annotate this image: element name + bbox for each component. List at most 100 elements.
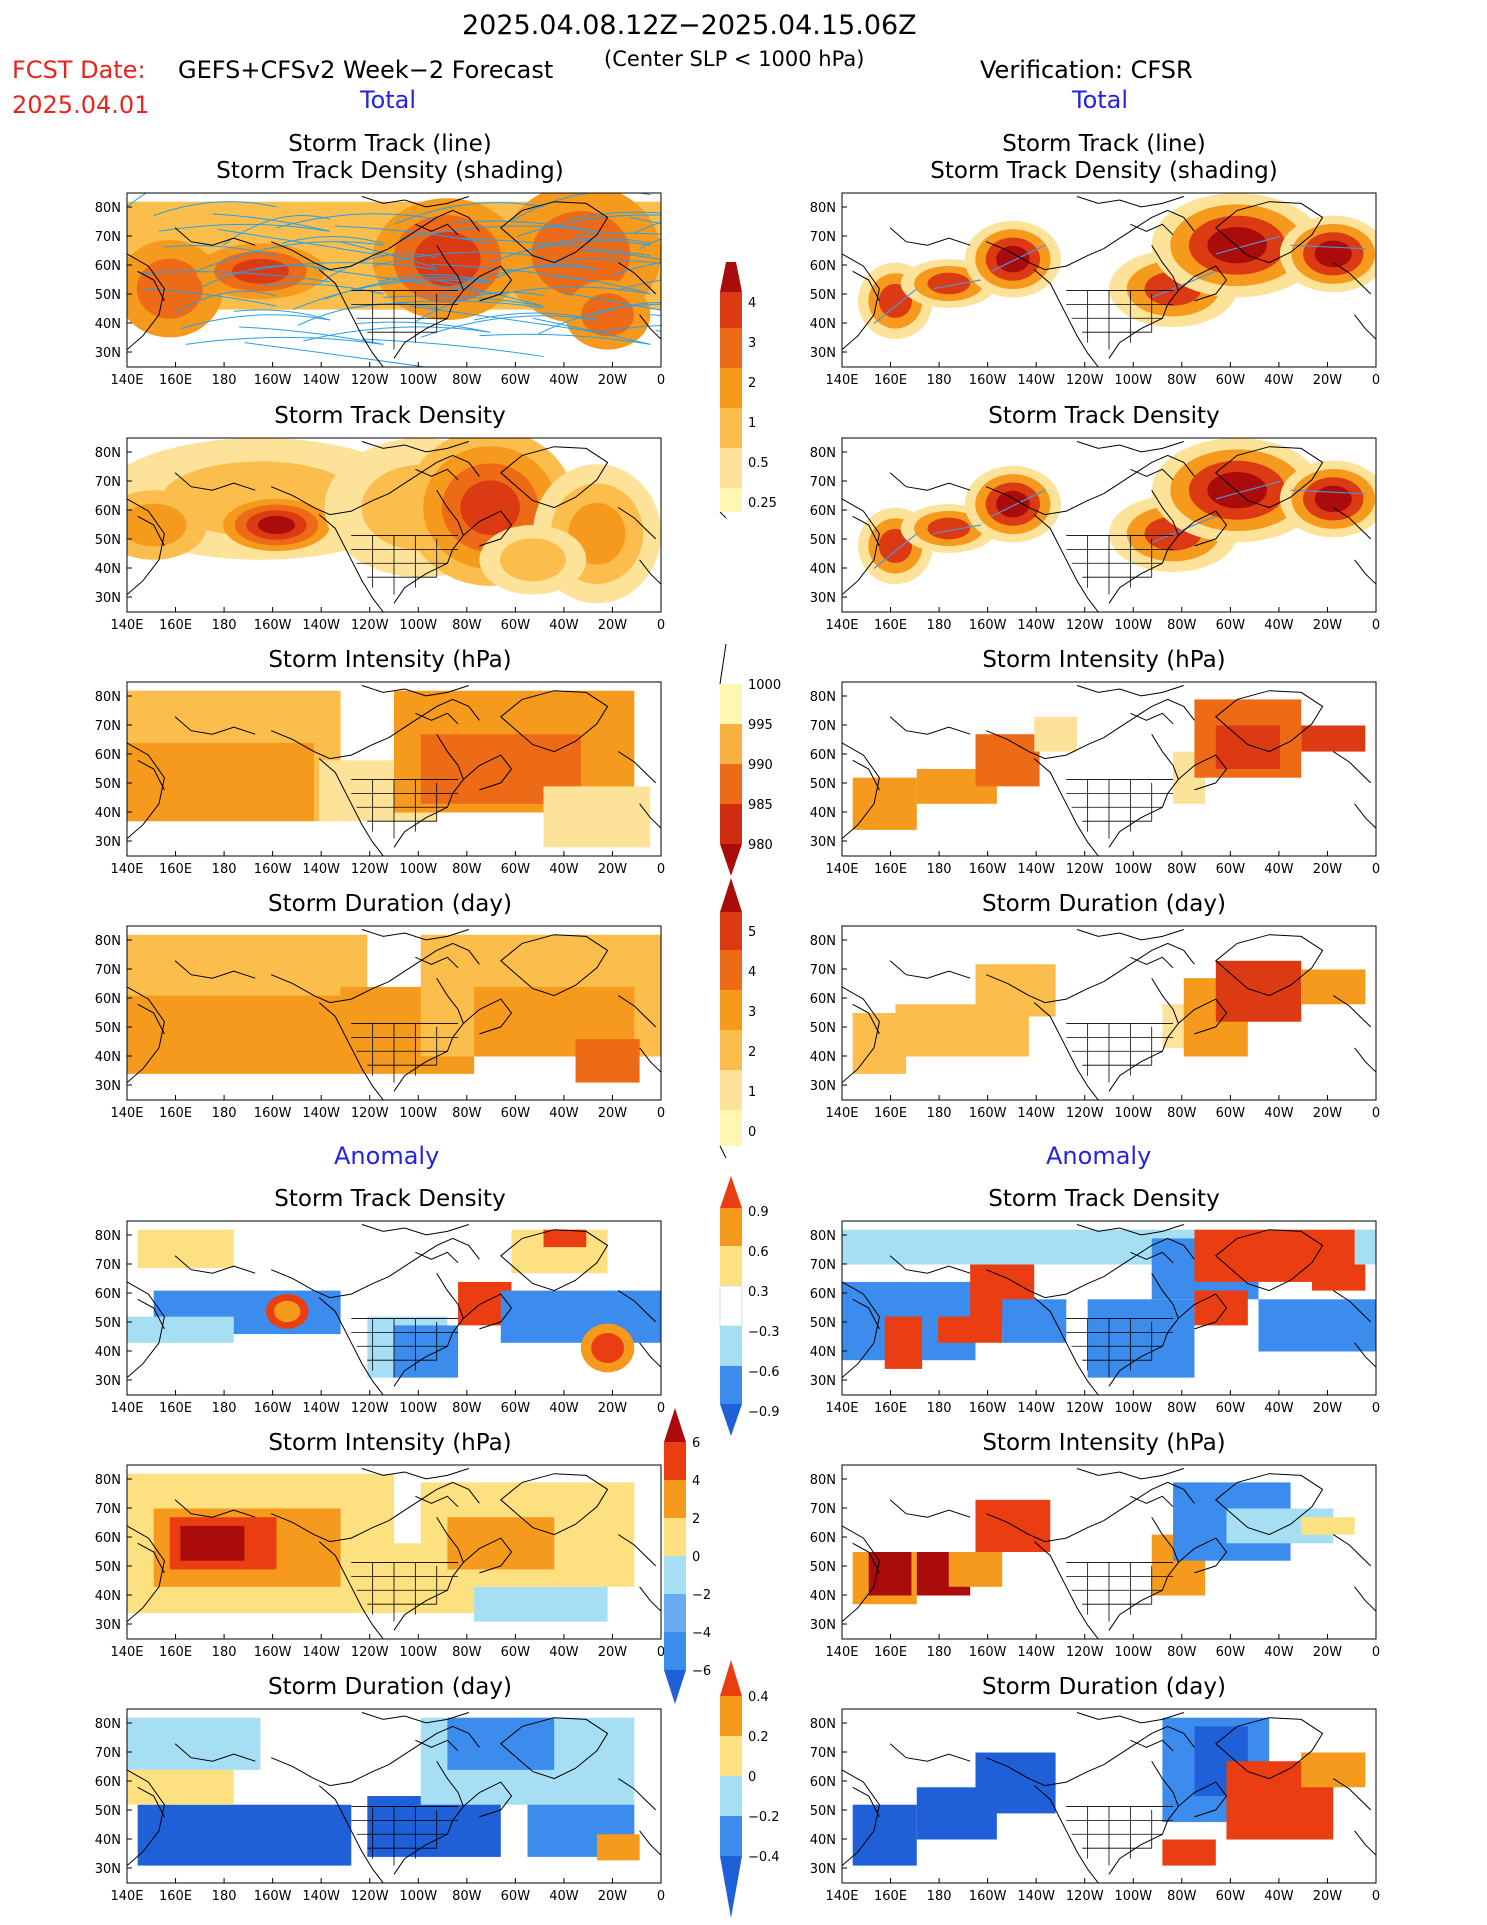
shaded-field bbox=[127, 1717, 640, 1866]
lon-tick-label: 140E bbox=[110, 1106, 143, 1121]
cb-density-total-label: 0.25 bbox=[748, 496, 777, 511]
lat-tick-label: 50N bbox=[95, 1021, 121, 1036]
panel-title-obs-density-anom: Storm Track Density bbox=[988, 1186, 1220, 1212]
lon-tick-label: 140E bbox=[825, 862, 858, 877]
cb-intensity-anom-label: 6 bbox=[692, 1436, 700, 1451]
lat-tick-label: 70N bbox=[95, 1746, 121, 1761]
lon-tick-label: 180 bbox=[927, 1401, 952, 1416]
lat-tick-label: 50N bbox=[810, 1021, 836, 1036]
cb-density-anom-label: 0.3 bbox=[748, 1285, 769, 1300]
lat-tick-label: 40N bbox=[95, 1589, 121, 1604]
lon-tick-label: 140E bbox=[110, 1889, 143, 1904]
lon-tick-label: 60W bbox=[501, 1401, 531, 1416]
lon-tick-label: 140E bbox=[110, 618, 143, 633]
lon-tick-label: 80W bbox=[1167, 618, 1197, 633]
colorbar-intensity-anomaly: 6 4 2 0 −2 −4 −6 bbox=[664, 1408, 711, 1704]
lon-tick-label: 0 bbox=[1372, 1645, 1380, 1660]
lon-tick-label: 40W bbox=[1264, 373, 1294, 388]
lon-tick-label: 140W bbox=[302, 618, 340, 633]
lat-tick-label: 30N bbox=[95, 1374, 121, 1389]
lon-tick-label: 140E bbox=[825, 1106, 858, 1121]
lon-tick-label: 160W bbox=[969, 1106, 1007, 1121]
lon-tick-label: 120W bbox=[351, 1401, 389, 1416]
lon-tick-label: 100W bbox=[399, 1401, 437, 1416]
cb-density-anom-label: −0.9 bbox=[748, 1405, 780, 1420]
lat-tick-label: 30N bbox=[810, 835, 836, 850]
panel-frame bbox=[841, 681, 1377, 857]
coastline-layer bbox=[842, 441, 1376, 612]
lon-tick-label: 140W bbox=[1017, 862, 1055, 877]
lat-tick-label: 50N bbox=[810, 1560, 836, 1575]
lon-tick-label: 160E bbox=[159, 1645, 192, 1660]
lon-tick-label: 0 bbox=[657, 1401, 665, 1416]
lon-tick-label: 140W bbox=[302, 373, 340, 388]
coastline-layer bbox=[842, 1468, 1376, 1639]
lon-tick-label: 180 bbox=[212, 618, 237, 633]
lat-tick-label: 40N bbox=[95, 1833, 121, 1848]
verification-density-map bbox=[842, 438, 1376, 612]
lat-tick-label: 30N bbox=[810, 1618, 836, 1633]
lon-tick-label: 100W bbox=[1114, 1401, 1152, 1416]
lat-tick-label: 50N bbox=[95, 533, 121, 548]
lon-tick-label: 0 bbox=[1372, 618, 1380, 633]
lat-tick-label: 60N bbox=[810, 1775, 836, 1790]
colorbar-duration-anomaly: 0.4 0.2 0 −0.2 −0.4 bbox=[720, 1660, 780, 1918]
cb-duration-anom-label: 0.2 bbox=[748, 1730, 769, 1745]
lat-tick-label: 80N bbox=[810, 446, 836, 461]
lat-tick-label: 40N bbox=[95, 1345, 121, 1360]
lon-tick-label: 140W bbox=[1017, 618, 1055, 633]
lon-tick-label: 160W bbox=[254, 1106, 292, 1121]
lon-tick-label: 60W bbox=[501, 1106, 531, 1121]
lat-tick-label: 40N bbox=[95, 317, 121, 332]
lon-tick-label: 20W bbox=[598, 1106, 628, 1121]
lon-tick-label: 40W bbox=[1264, 862, 1294, 877]
cb-intensity-anom-label: −6 bbox=[692, 1664, 711, 1679]
coastline-layer bbox=[127, 441, 661, 612]
lon-tick-label: 180 bbox=[212, 1106, 237, 1121]
coastline-layer bbox=[127, 685, 661, 856]
lon-tick-label: 160E bbox=[159, 1889, 192, 1904]
lon-tick-label: 80W bbox=[452, 1106, 482, 1121]
panel-frame bbox=[126, 1708, 662, 1884]
lat-tick-label: 80N bbox=[95, 690, 121, 705]
lat-tick-label: 50N bbox=[95, 1316, 121, 1331]
lon-tick-label: 180 bbox=[927, 373, 952, 388]
lon-tick-label: 20W bbox=[1313, 1889, 1343, 1904]
lon-tick-label: 140E bbox=[825, 373, 858, 388]
coastline-layer bbox=[842, 929, 1376, 1100]
lon-tick-label: 180 bbox=[212, 1889, 237, 1904]
lon-tick-label: 140W bbox=[1017, 1401, 1055, 1416]
lat-tick-label: 70N bbox=[95, 963, 121, 978]
lon-tick-label: 0 bbox=[657, 1889, 665, 1904]
forecast-title: GEFS+CFSv2 Week−2 Forecast bbox=[178, 56, 554, 84]
lon-tick-label: 20W bbox=[1313, 373, 1343, 388]
cb-density-total-label: 4 bbox=[748, 296, 756, 311]
lon-tick-label: 80W bbox=[1167, 1645, 1197, 1660]
lon-tick-label: 140E bbox=[825, 1401, 858, 1416]
lon-tick-label: 120W bbox=[1066, 1889, 1104, 1904]
panel-title-fcst-density-anom: Storm Track Density bbox=[274, 1186, 506, 1212]
section-anomaly-right: Anomaly bbox=[1046, 1142, 1152, 1170]
fcst-date-label: FCST Date: bbox=[12, 56, 146, 84]
lon-tick-label: 100W bbox=[1114, 373, 1152, 388]
cb-intensity-anom-label: −4 bbox=[692, 1626, 711, 1641]
lon-tick-label: 60W bbox=[501, 862, 531, 877]
panel-title-obs-track-shading: Storm Track Density (shading) bbox=[930, 158, 1278, 184]
lat-tick-label: 30N bbox=[95, 1079, 121, 1094]
lat-tick-label: 30N bbox=[95, 1618, 121, 1633]
lat-tick-label: 70N bbox=[810, 1502, 836, 1517]
lon-tick-label: 180 bbox=[927, 1106, 952, 1121]
lon-tick-label: 100W bbox=[1114, 862, 1152, 877]
panel-frame bbox=[841, 437, 1377, 613]
lat-tick-label: 30N bbox=[810, 1374, 836, 1389]
shaded-field bbox=[127, 438, 661, 604]
lat-tick-label: 30N bbox=[95, 835, 121, 850]
lon-tick-label: 120W bbox=[1066, 1106, 1104, 1121]
lat-tick-label: 80N bbox=[95, 1473, 121, 1488]
lon-tick-label: 140W bbox=[1017, 1889, 1055, 1904]
panel-title-fcst-duration: Storm Duration (day) bbox=[268, 891, 512, 917]
cb-duration-anom-label: −0.4 bbox=[748, 1850, 780, 1865]
lon-tick-label: 140E bbox=[110, 373, 143, 388]
lon-tick-label: 20W bbox=[598, 373, 628, 388]
cb-intensity-anom-label: 0 bbox=[692, 1550, 700, 1565]
